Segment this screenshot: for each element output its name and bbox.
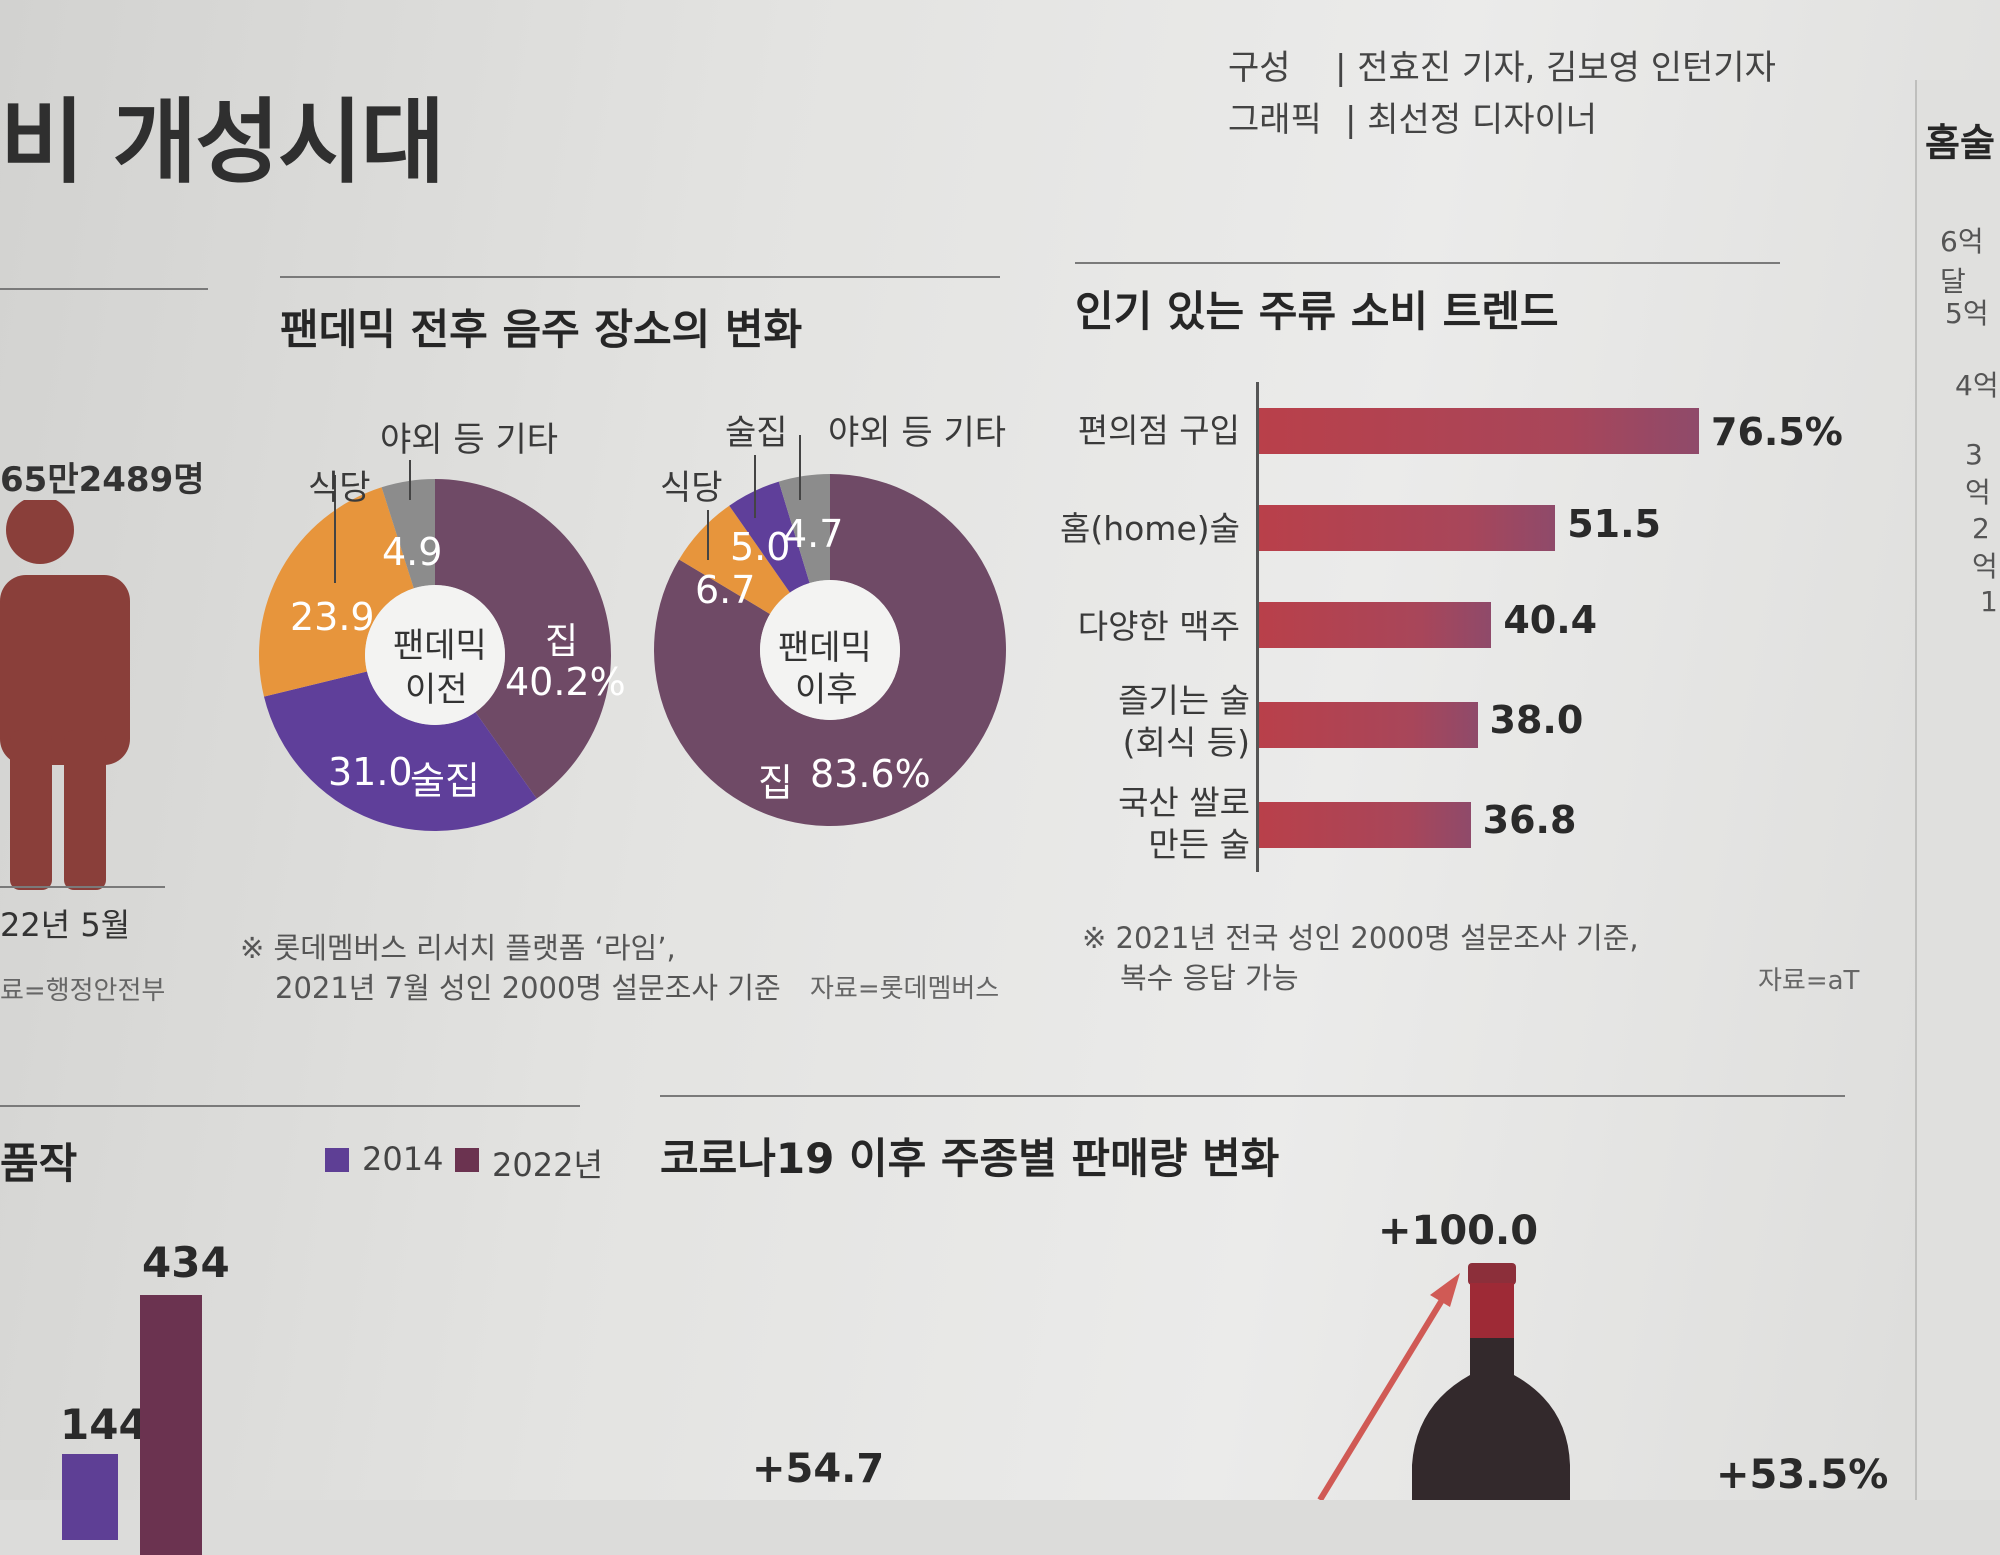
- pie-note-line2: 2021년 7월 성인 2000명 설문조사 기준: [275, 971, 781, 1005]
- bottom-right-title: 코로나19 이후 주종별 판매량 변화: [660, 1134, 1280, 1183]
- bar-source: 자료=aT: [1758, 966, 1860, 996]
- bottom-left-rule: [0, 1105, 580, 1107]
- right-edge-tick: 6억달: [1940, 225, 1984, 298]
- bottom-bar-value-2014: 144: [60, 1400, 148, 1449]
- bar-value-0: 76.5%: [1711, 410, 1843, 454]
- change-value-2: +53.5%: [1716, 1452, 1889, 1498]
- pie2-label-restaurant: 식당: [660, 468, 723, 508]
- pie-slice-1: [679, 505, 790, 614]
- pie1-value-home: 40.2%: [505, 660, 626, 704]
- pie2-label-home: 집: [758, 761, 793, 805]
- bottom-bar-2014: [62, 1453, 118, 1540]
- pie-slice-1: [263, 671, 537, 832]
- right-edge-tick: 1: [1980, 585, 1998, 618]
- bar-category-3: 즐기는 술 (회식 등): [1118, 681, 1250, 762]
- pie1-label-home: 집: [545, 621, 579, 662]
- person-baseline: [0, 886, 165, 888]
- pie-slice-2: [729, 481, 810, 593]
- bar-section-rule: [1075, 262, 1780, 264]
- pie1-label-pub: 술집: [410, 759, 480, 803]
- bar-note-line1: ※ 2021년 전국 성인 2000명 설문조사 기준,: [1082, 921, 1639, 955]
- credit-names-composition: | 전효진 기자, 김보영 인턴기자: [1335, 48, 1776, 88]
- pie-section-title: 팬데믹 전후 음주 장소의 변화: [280, 305, 803, 354]
- change-value-0: +54.7: [752, 1446, 885, 1492]
- bar-value-2: 40.4: [1503, 598, 1598, 642]
- pie2-value-home: 83.6%: [810, 752, 931, 796]
- legend-label-2014: 2014: [362, 1140, 444, 1178]
- pie-slice-0: [654, 474, 1006, 826]
- bar-category-0: 편의점 구입: [1077, 411, 1240, 450]
- wine-bottle-icon: [1317, 1263, 1570, 1500]
- pie1-value-restaurant: 23.9: [290, 595, 375, 639]
- legend-swatch-2014: [325, 1148, 349, 1172]
- pie2-value-other: 4.7: [783, 512, 844, 556]
- legend-label-2022: 2022년: [492, 1146, 603, 1184]
- pie-charts: [259, 435, 1006, 832]
- credit-names-graphic: | 최선정 디자이너: [1345, 100, 1598, 140]
- pie-slice-0: [435, 479, 612, 799]
- credit-role-composition: 구성: [1228, 48, 1291, 88]
- bar-note-line2: 복수 응답 가능: [1120, 961, 1299, 995]
- bar-2: [1259, 602, 1492, 648]
- pie2-label-pub: 술집: [725, 413, 788, 453]
- bar-4: [1259, 802, 1471, 848]
- pie2-value-restaurant: 6.7: [695, 568, 756, 612]
- pie1-value-pub: 31.0: [328, 750, 413, 794]
- pie2-center-line2: 이후: [795, 670, 858, 710]
- pie-after: [654, 474, 1006, 826]
- right-edge-tick: 2억: [1972, 512, 1998, 583]
- right-edge-tick: 3억: [1965, 438, 1991, 509]
- bottom-bar-2022: [140, 1294, 202, 1555]
- pie1-center-line1: 팬데믹: [393, 626, 487, 666]
- bar-1: [1259, 505, 1556, 551]
- legend-swatch-2022: [455, 1148, 479, 1172]
- pie1-value-other: 4.9: [382, 530, 443, 574]
- bottom-left-title: 품작: [0, 1139, 78, 1188]
- bar-category-4: 국산 쌀로 만든 술: [1118, 783, 1250, 864]
- bottom-right-rule: [660, 1095, 1845, 1097]
- pie-slice-3: [778, 474, 830, 584]
- right-edge-title: 홈술: [1925, 121, 1995, 165]
- pie2-label-other: 야외 등 기타: [828, 413, 1007, 453]
- bar-category-2: 다양한 맥주: [1077, 607, 1240, 646]
- pie-slice-3: [381, 479, 435, 589]
- pie-note-line1: ※ 롯데멤버스 리서치 플랫폼 ‘라임’,: [240, 931, 676, 965]
- population-date: 22년 5월: [0, 906, 131, 944]
- right-edge-tick: 4억: [1955, 369, 1999, 402]
- bar-section-title: 인기 있는 주류 소비 트렌드: [1075, 287, 1559, 336]
- pie1-label-restaurant: 식당: [308, 468, 371, 508]
- pie-source: 자료=롯데멤버스: [810, 974, 1000, 1004]
- pie-section-rule: [280, 276, 1000, 278]
- credit-role-graphic: 그래픽: [1228, 100, 1322, 140]
- bar-value-3: 38.0: [1489, 698, 1584, 742]
- right-edge-tick: 5억: [1945, 297, 1989, 330]
- bar-3: [1259, 702, 1478, 748]
- population-source: 료=행정안전부: [0, 976, 166, 1006]
- bar-axis: [1256, 382, 1259, 872]
- bar-value-1: 51.5: [1567, 502, 1661, 546]
- bottom-bar-value-2022: 434: [142, 1238, 230, 1287]
- page-title: 비 개성시대: [0, 89, 445, 196]
- pie-slice-2: [259, 487, 414, 697]
- pie1-center-line2: 이전: [405, 670, 468, 710]
- next-page-strip: [1915, 80, 2000, 1500]
- change-value-1: +100.0: [1378, 1208, 1539, 1254]
- bar-0: [1259, 408, 1699, 454]
- population-count: 65만2489명: [0, 460, 205, 500]
- person-icon: [0, 500, 130, 890]
- bar-value-4: 36.8: [1482, 798, 1577, 842]
- bar-category-1: 홈(home)술: [1059, 509, 1240, 548]
- pie-center: [760, 580, 900, 720]
- left-panel-rule: [0, 288, 208, 290]
- pie1-label-other: 야외 등 기타: [380, 420, 559, 460]
- pie-center: [365, 585, 505, 725]
- pie2-value-pub: 5.0: [730, 525, 791, 569]
- pie2-center-line1: 팬데믹: [778, 628, 872, 668]
- pie-before: [259, 479, 612, 832]
